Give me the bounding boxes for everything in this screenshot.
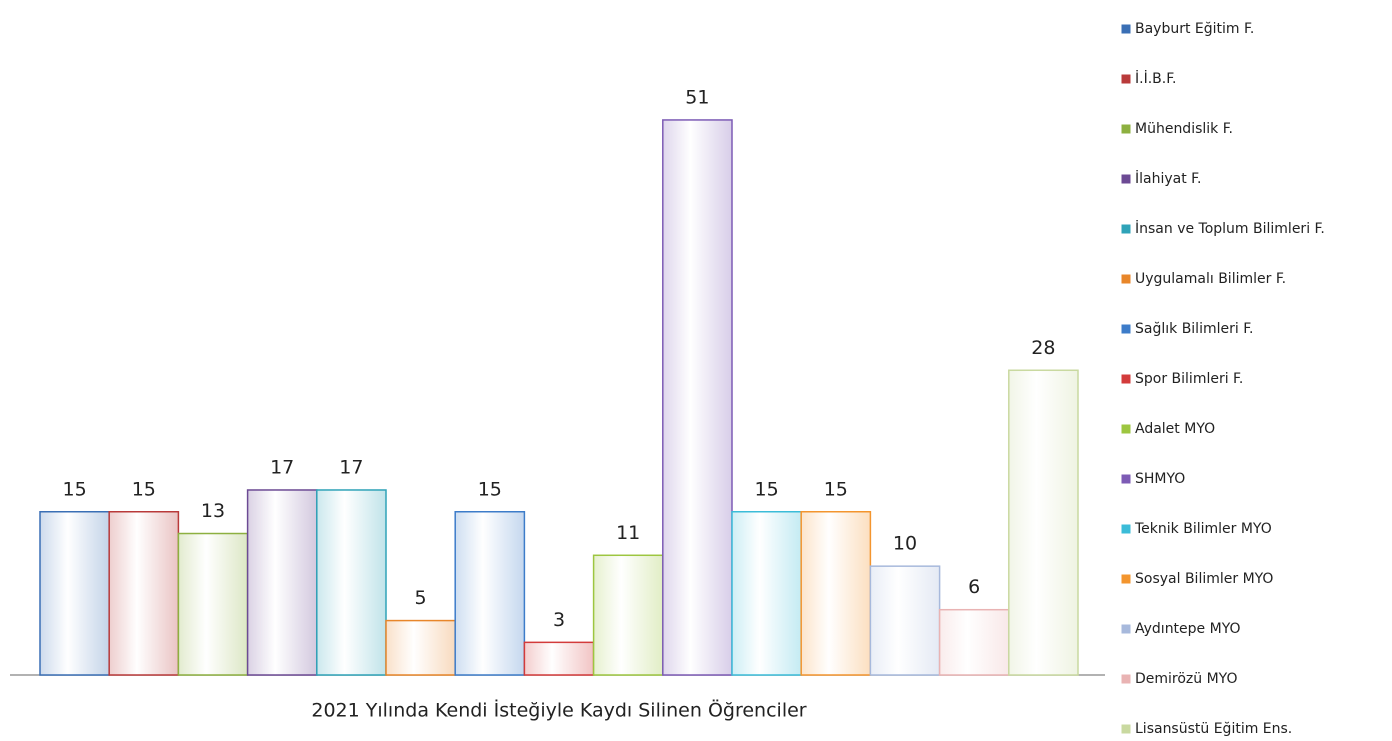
legend-swatch xyxy=(1120,573,1132,585)
legend-label: Sağlık Bilimleri F. xyxy=(1135,321,1253,337)
bar xyxy=(385,619,456,676)
bar xyxy=(246,489,318,676)
data-label: 15 xyxy=(63,478,87,500)
legend-label: Bayburt Eğitim F. xyxy=(1135,21,1254,37)
legend-swatch xyxy=(1120,123,1132,135)
legend-label: İ.İ.B.F. xyxy=(1135,69,1176,87)
legend-swatch xyxy=(1120,323,1132,335)
legend-swatch xyxy=(1120,73,1132,85)
legend-swatch xyxy=(1120,523,1132,535)
data-label: 3 xyxy=(553,609,565,631)
legend-swatch xyxy=(1120,423,1132,435)
bar xyxy=(454,511,526,676)
legend-swatch xyxy=(1120,373,1132,385)
data-label: 6 xyxy=(968,576,980,598)
legend-label: İnsan ve Toplum Bilimleri F. xyxy=(1135,219,1325,237)
bar xyxy=(731,511,802,676)
legend-label: Teknik Bilimler MYO xyxy=(1134,521,1272,537)
legend-swatch xyxy=(1120,223,1132,235)
bar xyxy=(662,119,733,676)
data-label: 15 xyxy=(824,478,848,500)
category-label: 2021 Yılında Kendi İsteğiyle Kaydı Silin… xyxy=(311,699,806,722)
data-label: 5 xyxy=(415,587,427,609)
legend-label: Sosyal Bilimler MYO xyxy=(1135,571,1273,587)
bar xyxy=(108,511,180,676)
legend-label: Demirözü MYO xyxy=(1135,671,1238,687)
data-label: 17 xyxy=(339,456,363,478)
data-label: 15 xyxy=(132,478,156,500)
legend-label: Adalet MYO xyxy=(1135,421,1215,437)
legend-swatch xyxy=(1120,473,1132,485)
legend-label: SHMYO xyxy=(1135,471,1185,487)
legend-swatch xyxy=(1120,723,1132,735)
bar xyxy=(1008,369,1079,676)
data-label: 13 xyxy=(201,500,225,522)
legend-label: Lisansüstü Eğitim Ens. xyxy=(1135,721,1292,737)
legend-label: Spor Bilimleri F. xyxy=(1135,371,1243,387)
data-label: 17 xyxy=(270,456,294,478)
legend-label: Uygulamalı Bilimler F. xyxy=(1135,271,1286,287)
legend-swatch xyxy=(1120,673,1132,685)
data-label: 10 xyxy=(893,533,917,555)
legend-label: Mühendislik F. xyxy=(1135,121,1233,137)
bar xyxy=(177,532,249,676)
bar xyxy=(523,641,595,676)
bar xyxy=(39,511,110,676)
legend-swatch xyxy=(1120,273,1132,285)
legend-swatch xyxy=(1120,173,1132,185)
data-label: 11 xyxy=(616,522,640,544)
bar xyxy=(938,608,1010,676)
bar xyxy=(316,489,387,676)
data-label: 51 xyxy=(685,86,709,108)
legend-label: Aydıntepe MYO xyxy=(1135,621,1241,637)
legend-swatch xyxy=(1120,23,1132,35)
bar xyxy=(592,554,664,676)
legend-swatch xyxy=(1120,623,1132,635)
data-label: 15 xyxy=(478,478,502,500)
bar xyxy=(800,511,872,676)
legend-label: İlahiyat F. xyxy=(1135,169,1201,187)
data-label: 15 xyxy=(755,478,779,500)
data-label: 28 xyxy=(1031,337,1055,359)
bar xyxy=(869,565,941,676)
